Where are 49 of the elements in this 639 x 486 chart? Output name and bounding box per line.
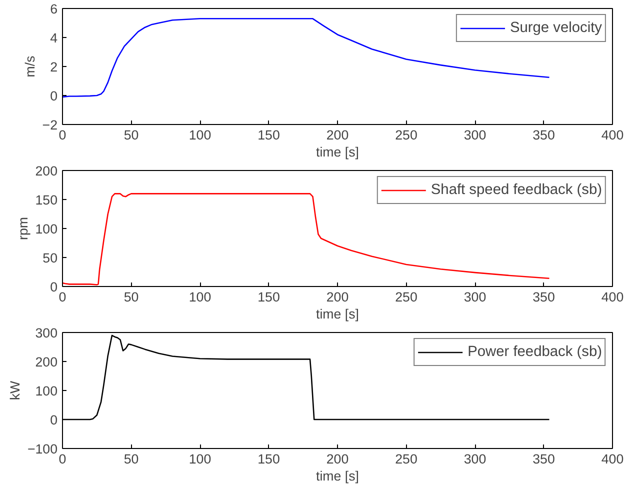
y-tick-label: 2 (50, 60, 58, 74)
y-tick-label: −100 (27, 442, 58, 456)
y-axis-title: kW (7, 380, 22, 400)
y-tick-label: −2 (42, 118, 58, 132)
y-tick-label: 100 (35, 384, 58, 398)
x-tick-label: 150 (258, 452, 280, 466)
x-tick-label: 200 (326, 128, 349, 142)
y-tick-label: 300 (35, 326, 58, 340)
line-series (62, 18, 550, 98)
y-axis-title: m/s (22, 55, 38, 78)
x-tick-label: 250 (395, 128, 418, 142)
x-tick-label: 150 (258, 128, 280, 142)
x-tick-label: 350 (532, 290, 555, 304)
y-tick-label: 50 (42, 250, 58, 266)
x-tick-label: 300 (464, 128, 486, 142)
y-tick-label: 4 (50, 30, 58, 46)
x-tick-label: 400 (601, 290, 624, 304)
x-tick-label: 150 (258, 290, 280, 304)
x-tick-label: 300 (464, 452, 486, 466)
x-tick-label: 200 (326, 290, 349, 304)
y-tick-label: 200 (35, 354, 58, 370)
x-tick-label: 50 (124, 290, 139, 304)
y-tick-label: 100 (35, 222, 58, 236)
y-tick-label: 0 (50, 412, 58, 428)
x-tick-label: 200 (326, 452, 349, 466)
x-tick-label: 300 (464, 290, 486, 304)
x-tick-label: 100 (188, 452, 212, 466)
x-axis-title: time [s] (316, 468, 359, 484)
x-axis-title: time [s] (316, 144, 359, 160)
x-tick-label: 250 (395, 452, 418, 466)
x-tick-label: 250 (395, 290, 418, 304)
x-tick-label: 50 (124, 128, 139, 142)
y-tick-label: 0 (50, 88, 58, 104)
y-axis-title: rpm (15, 217, 30, 240)
legend-label: Surge velocity (510, 20, 602, 36)
y-tick-label: 200 (35, 164, 58, 178)
x-tick-label: 100 (188, 290, 212, 304)
x-tick-label: 100 (188, 128, 212, 142)
x-tick-label: 50 (124, 452, 139, 466)
y-tick-label: 150 (35, 192, 58, 208)
x-tick-label: 350 (532, 128, 555, 142)
x-tick-label: 350 (532, 452, 555, 466)
legend-label: Power feedback (sb) (468, 344, 602, 360)
x-tick-label: 400 (601, 128, 624, 142)
legend-label: Shaft speed feedback (sb) (430, 182, 602, 198)
x-tick-label: 400 (601, 452, 624, 466)
y-tick-label: 0 (50, 280, 58, 294)
y-tick-label: 6 (50, 2, 58, 16)
x-axis-title: time [s] (316, 306, 359, 322)
